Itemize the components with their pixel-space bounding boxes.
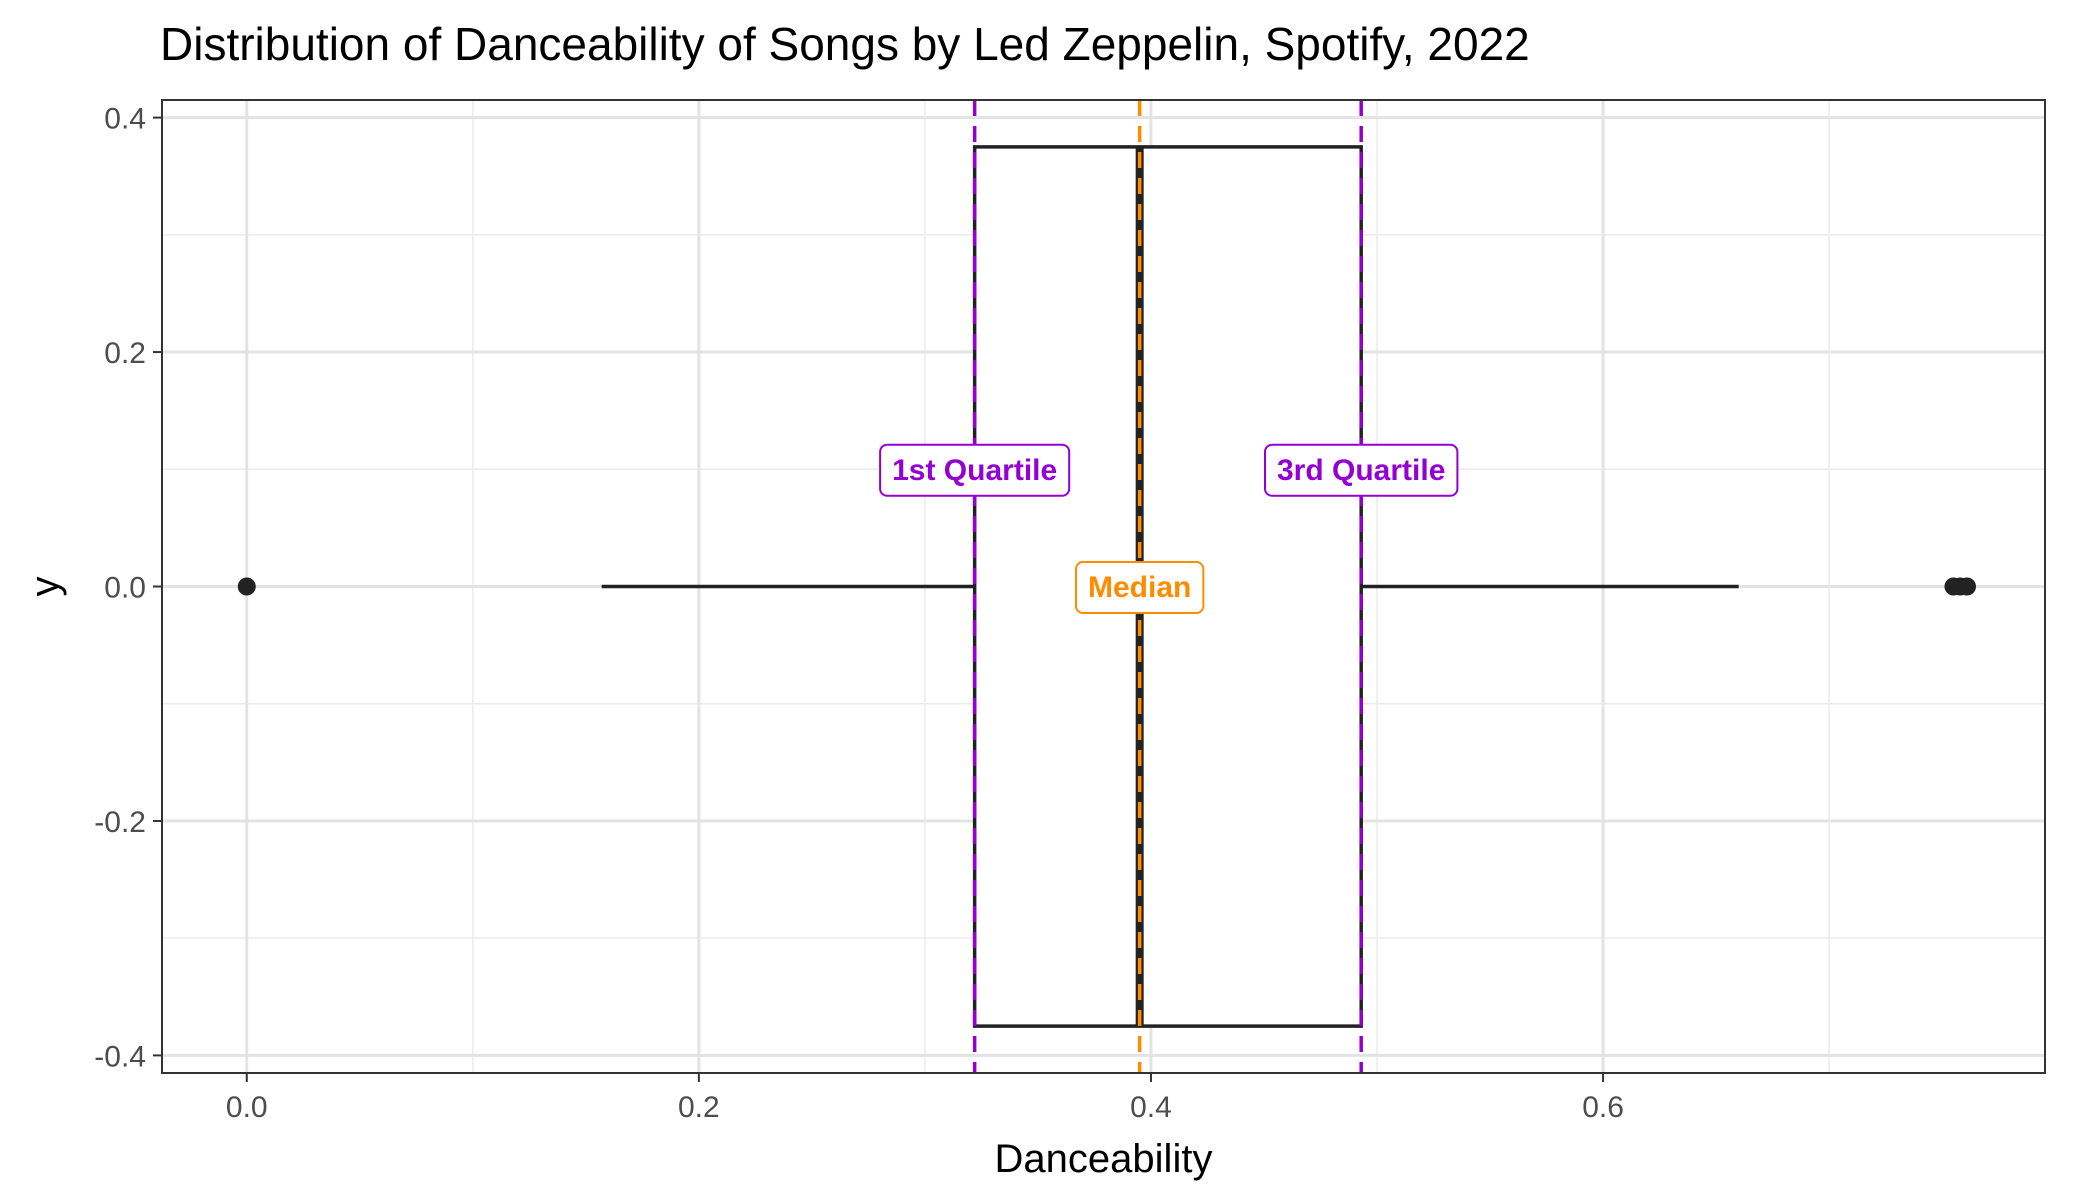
- y-tick-label: 0.0: [104, 572, 146, 605]
- y-tick-label: 0.4: [104, 103, 146, 136]
- x-axis-title: Danceability: [995, 1137, 1213, 1181]
- x-tick-label: 0.4: [1130, 1091, 1172, 1124]
- x-tick-label: 0.6: [1582, 1091, 1624, 1124]
- reference-label-box: [1264, 443, 1459, 497]
- y-tick-label: 0.2: [104, 337, 146, 370]
- y-tick-label: -0.4: [94, 1040, 146, 1073]
- reference-label-box: [1074, 561, 1205, 614]
- reference-lines: [972, 100, 1363, 1073]
- reference-label-box: [879, 443, 1071, 497]
- y-tick-label: -0.2: [94, 806, 146, 839]
- reference-label: 3rd Quartile: [1277, 454, 1445, 487]
- x-tick-label: 0.2: [678, 1091, 720, 1124]
- reference-label: 1st Quartile: [892, 454, 1057, 487]
- reference-labels: 1st Quartile Median 3rd Quartile: [879, 443, 1459, 614]
- axes: 0.0 0.2 0.4 0.6 0.4 0.2 0.0 -0.2 -0.4: [94, 103, 1624, 1124]
- reference-label: Median: [1088, 571, 1191, 604]
- outlier-point: [1958, 577, 1977, 596]
- x-tick-label: 0.0: [226, 1091, 268, 1124]
- y-axis-title: y: [23, 577, 67, 597]
- outlier-point: [237, 577, 256, 596]
- chart-title: Distribution of Danceability of Songs by…: [160, 18, 1530, 70]
